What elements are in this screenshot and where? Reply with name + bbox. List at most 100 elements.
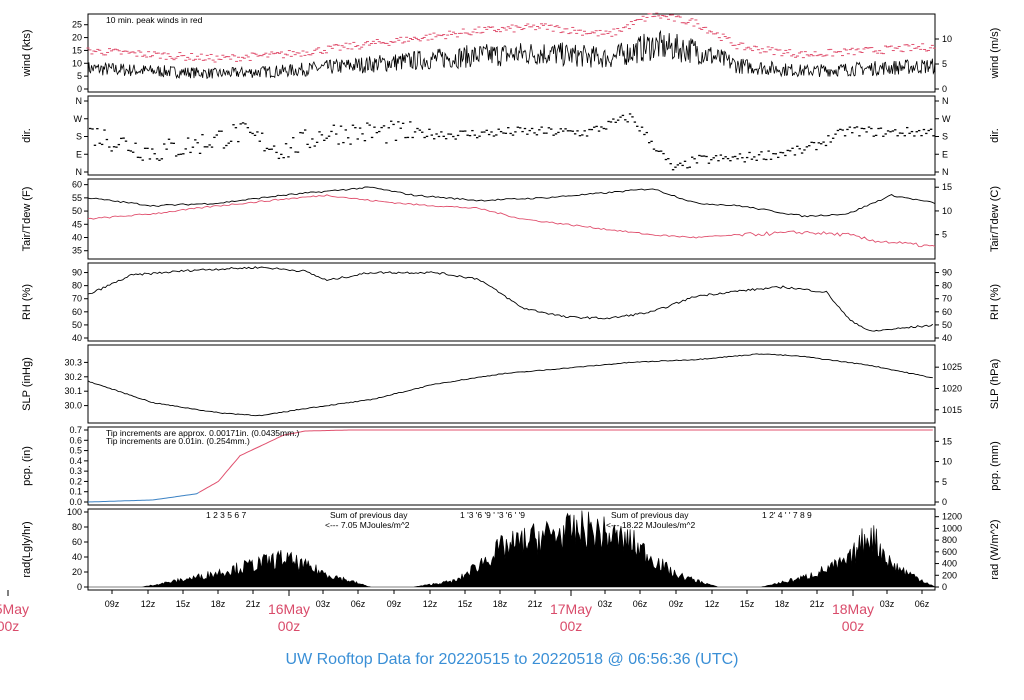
rad-sum-day1: <--- 7.05 MJoules/m^2 — [325, 520, 410, 530]
ytick-label: 1200 — [942, 512, 962, 522]
ytick-label: 1000 — [942, 523, 962, 533]
ytick-label: 10 — [942, 34, 952, 44]
rad-sum-label-day2: Sum of previous day — [611, 510, 689, 520]
ytick-label: 1020 — [942, 383, 962, 393]
xtick-label: 21z — [246, 599, 261, 609]
ytick-label: 20 — [72, 567, 82, 577]
wind-line — [87, 29, 936, 80]
ytick-label: 0.5 — [69, 446, 82, 456]
ytick-label: 600 — [942, 547, 957, 557]
xtick-label: 18z — [775, 599, 790, 609]
ytick-label: 80 — [72, 522, 82, 532]
ylabel-left: rad(Lgly/hr) — [21, 521, 33, 577]
ytick-label: 45 — [72, 219, 82, 229]
peak-winds — [86, 12, 936, 63]
panel-frame — [87, 178, 936, 260]
slp-line — [87, 353, 933, 417]
ylabel-right: dir. — [989, 128, 1001, 143]
panel-pcp: pcp. (in) pcp. (mm)0.00.10.20.30.40.50.60… — [21, 425, 1001, 507]
ylabel-right: RH (%) — [989, 284, 1001, 320]
ytick-label: 60 — [72, 180, 82, 190]
rad-sum-label-day1: Sum of previous day — [330, 510, 408, 520]
day-hour-label: 00z — [842, 618, 865, 634]
ytick-label: 15 — [72, 45, 82, 55]
ytick-label: 0.4 — [69, 456, 82, 466]
ytick-label: 10 — [942, 457, 952, 467]
ytick-label: 90 — [72, 268, 82, 278]
ytick-label: 40 — [72, 333, 82, 343]
ylabel-left: dir. — [21, 128, 33, 143]
wind-note: 10 min. peak winds in red — [106, 15, 203, 25]
panel-frame — [87, 426, 936, 506]
ytick-label: 60 — [942, 307, 952, 317]
ytick-label: 30.1 — [64, 386, 82, 396]
panel-temp: Tair/Tdew (F) Tair/Tdew (C) 35 40 45 50 55 60 5 1… — [21, 178, 1001, 260]
ytick-label: 5 — [942, 59, 947, 69]
panel-slp: SLP (inHg) SLP (hPa) 30.0 30.1 30.2 30.3 1015 1… — [21, 344, 1001, 424]
tair-line — [87, 186, 936, 218]
dir-label-left: W — [74, 114, 83, 124]
ytick-label: 0.2 — [69, 476, 82, 486]
dir-label-right: W — [942, 114, 951, 124]
ytick-label: 15 — [942, 182, 952, 192]
ytick-label: 80 — [942, 281, 952, 291]
ytick-label: 25 — [72, 20, 82, 30]
panel-dir: dir. dir.N NE ES SW WN N — [21, 95, 1001, 177]
rad-hours-day1: 1 2 3 5 6 7 — [206, 510, 246, 520]
ytick-label: 20 — [72, 33, 82, 43]
ytick-label: 50 — [942, 320, 952, 330]
xtick-label: 09z — [387, 599, 402, 609]
day-label: 18May — [832, 601, 874, 617]
ytick-label: 5 — [942, 230, 947, 240]
ytick-label: 60 — [72, 307, 82, 317]
panel-frame — [87, 344, 936, 424]
ytick-label: 80 — [72, 281, 82, 291]
ytick-label: 10 — [942, 206, 952, 216]
ytick-label: 5 — [77, 71, 82, 81]
pcp-line-late — [198, 429, 933, 493]
day-label: 15May — [0, 601, 29, 617]
dir-label-left: N — [76, 167, 83, 177]
ylabel-right: pcp. (mm) — [989, 441, 1001, 491]
ytick-label: 1015 — [942, 405, 962, 415]
rad-area — [88, 510, 937, 588]
ytick-label: 200 — [942, 570, 957, 580]
ytick-label: 10 — [72, 58, 82, 68]
ytick-label: 0.0 — [69, 497, 82, 507]
xtick-label: 03z — [880, 599, 895, 609]
panel-frame — [87, 508, 936, 591]
ytick-label: 40 — [942, 333, 952, 343]
xtick-label: 06z — [633, 599, 648, 609]
xtick-label: 15z — [458, 599, 473, 609]
ytick-label: 0.3 — [69, 466, 82, 476]
ytick-label: 50 — [72, 320, 82, 330]
xtick-label: 06z — [351, 599, 366, 609]
day-hour-label: 00z — [278, 618, 301, 634]
ylabel-left: wind (kts) — [21, 29, 33, 77]
ytick-label: 0.7 — [69, 425, 82, 435]
xtick-label: 12z — [141, 599, 156, 609]
ytick-label: 30.3 — [64, 357, 82, 367]
dir-label-right: N — [942, 96, 949, 106]
ylabel-left: RH (%) — [21, 284, 33, 320]
dir-label-left: S — [76, 132, 82, 142]
panel-frame — [87, 262, 936, 342]
ytick-label: 5 — [942, 477, 947, 487]
ylabel-left: Tair/Tdew (F) — [21, 187, 33, 252]
ylabel-right: Tair/Tdew (C) — [989, 186, 1001, 252]
ytick-label: 0.6 — [69, 435, 82, 445]
ytick-label: 1025 — [942, 362, 962, 372]
day-hour-label: 00z — [0, 618, 19, 634]
ytick-label: 40 — [72, 552, 82, 562]
ytick-label: 70 — [942, 294, 952, 304]
ytick-label: 40 — [72, 233, 82, 243]
dir-label-left: N — [76, 96, 83, 106]
rh-line — [87, 266, 934, 332]
xtick-label: 09z — [669, 599, 684, 609]
ytick-label: 0 — [942, 582, 947, 592]
xtick-label: 03z — [316, 599, 331, 609]
xtick-label: 03z — [598, 599, 613, 609]
rad-hours-day2: 1 '3 '6 '9 ' '3 '6 ' '9 — [460, 510, 525, 520]
ytick-label: 30.0 — [64, 401, 82, 411]
